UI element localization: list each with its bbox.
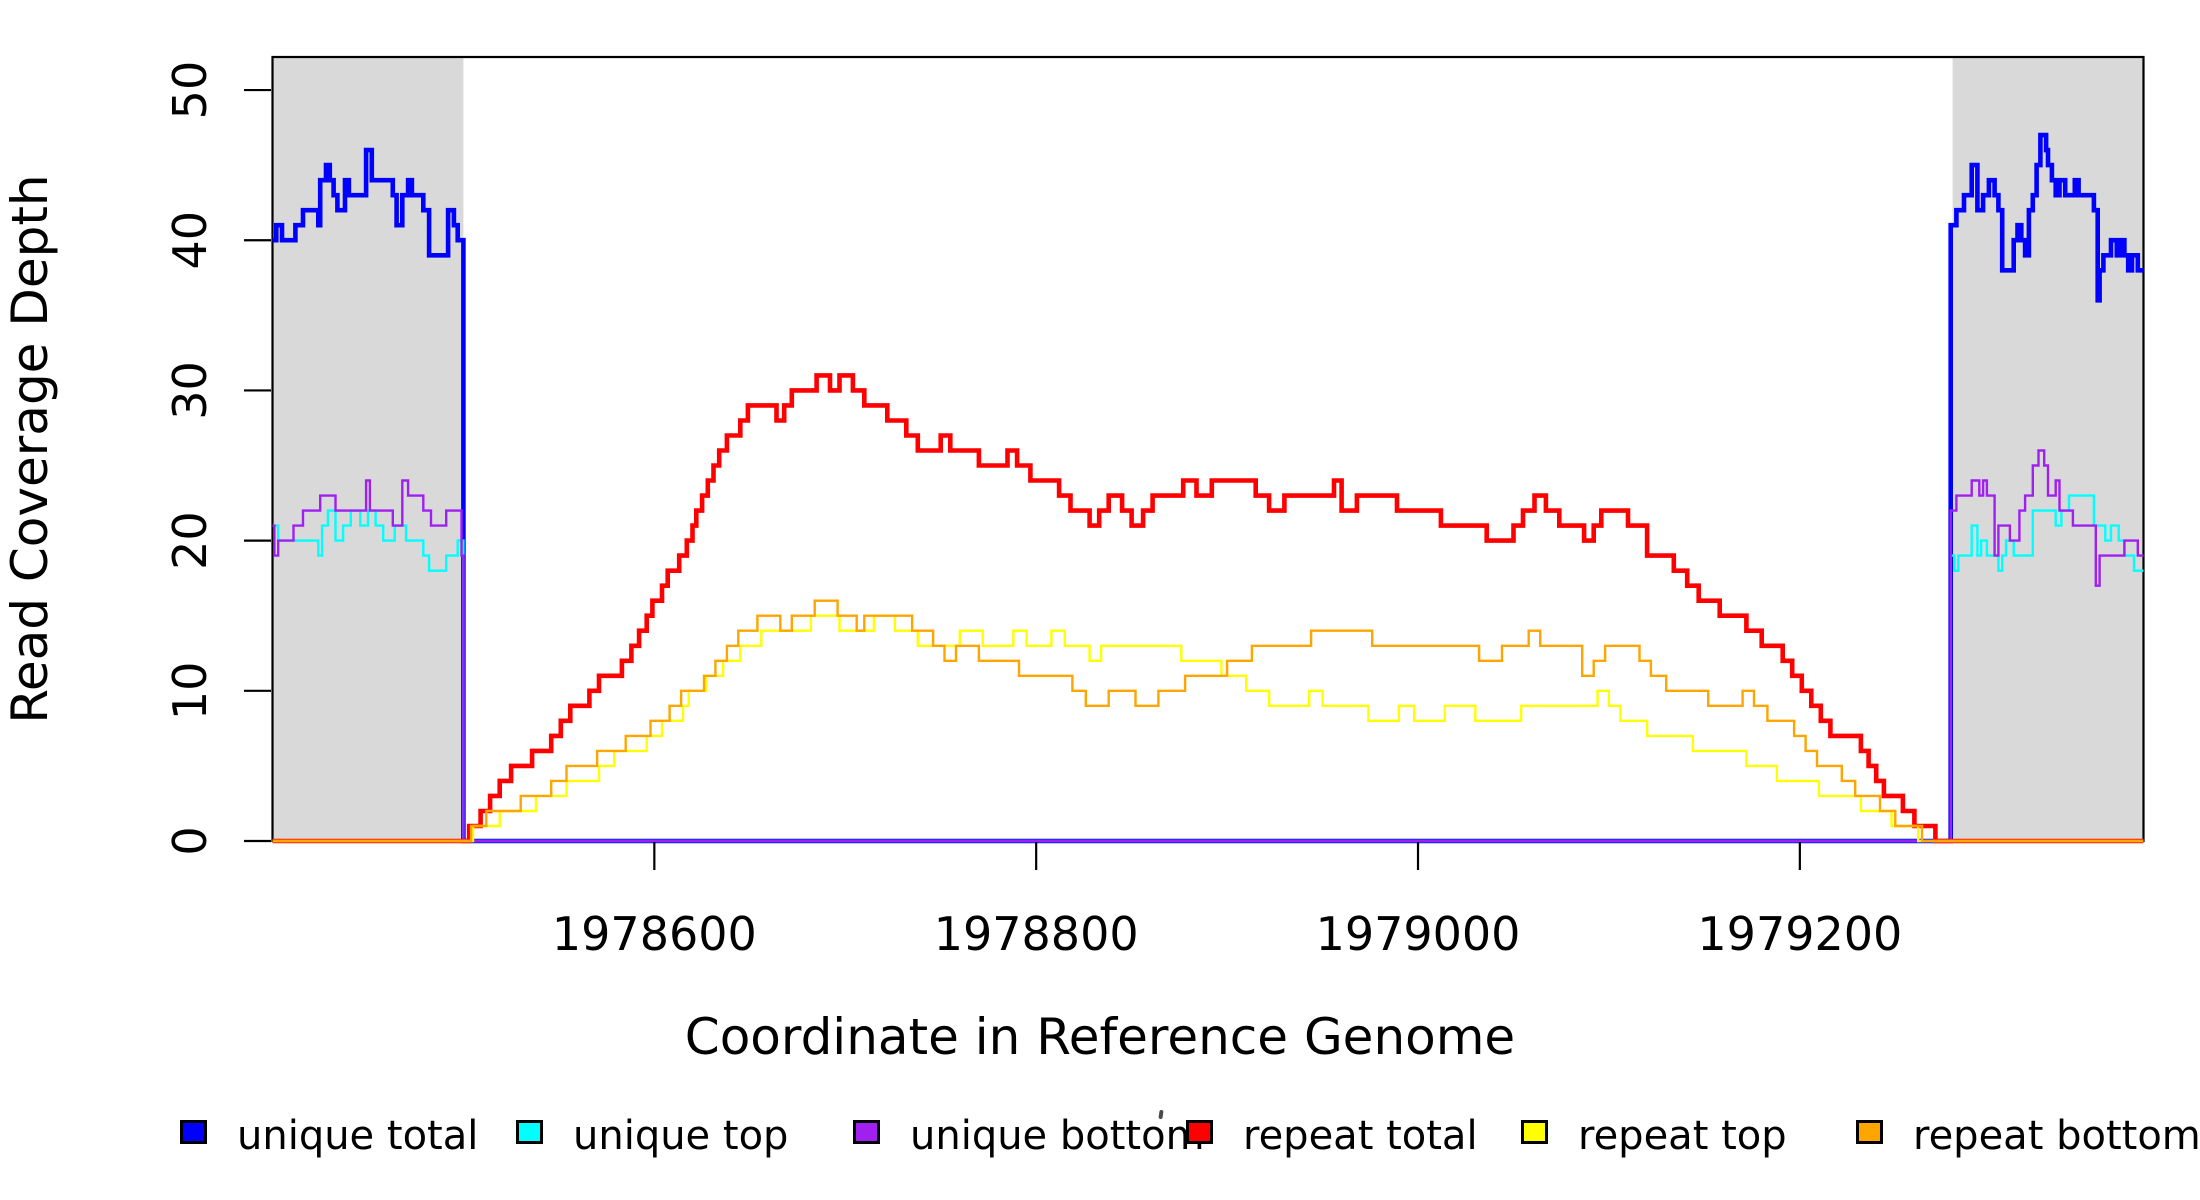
y-tick-label: 10 [163,662,217,721]
legend-label: unique total [237,1113,479,1159]
legend-swatch-unique-top [516,1120,543,1144]
x-axis-title: Coordinate in Reference Genome [684,1008,1516,1066]
x-tick-label: 1979000 [1316,907,1521,961]
series-repeat-top-line [272,614,2144,843]
legend-label: unique top [573,1113,789,1159]
legend-swatch-repeat-top [1521,1120,1548,1144]
legend-swatch-repeat-total [1186,1120,1213,1144]
legend-swatch-unique-bottom [853,1120,880,1144]
legend-label: unique bottom [910,1113,1205,1159]
legend-label: repeat bottom [1913,1113,2200,1159]
plot-box [271,55,2145,843]
series-unique-total-line [272,132,2144,844]
x-tick-label: 1978600 [552,907,757,961]
series-repeat-bottom-line [272,599,2144,843]
y-tick-label: 40 [163,211,217,270]
legend-label: repeat total [1243,1113,1478,1159]
series-unique-bottom-line [272,449,2144,843]
x-tick-label: 1978800 [934,907,1139,961]
legend-label: repeat top [1578,1113,1787,1159]
series-unique-top-line [272,494,2144,843]
shaded-region [1952,58,2144,841]
series-repeat-total-line [272,373,2144,844]
x-tick-label: 1979200 [1697,907,1902,961]
legend-swatch-repeat-bottom [1856,1120,1883,1144]
legend-swatch-unique-total [180,1120,207,1144]
y-tick-label: 0 [163,826,217,855]
y-tick-label: 50 [163,61,217,120]
y-tick-label: 30 [163,361,217,420]
y-tick-label: 20 [163,511,217,570]
